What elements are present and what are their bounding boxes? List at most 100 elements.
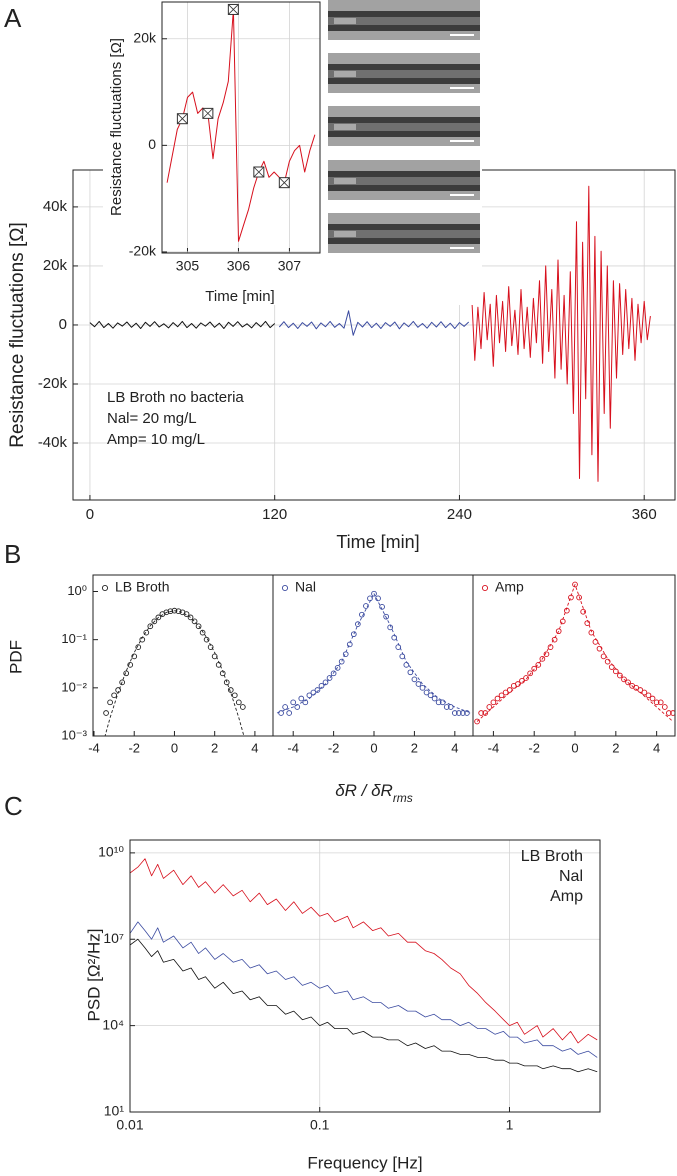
x-tick-label: 2	[411, 740, 418, 755]
y-tick-label: -20k	[129, 243, 157, 259]
data-point	[375, 595, 381, 602]
y-tick-label: -20k	[38, 375, 68, 392]
data-point	[539, 655, 546, 662]
plot-frame	[472, 574, 676, 737]
data-point	[653, 699, 660, 706]
data-point	[527, 670, 533, 677]
data-point	[621, 676, 627, 683]
data-point	[419, 684, 426, 691]
data-point	[147, 623, 154, 630]
data-point	[443, 704, 450, 710]
x-tick-label: 4	[451, 740, 458, 755]
x-tick-label: 120	[262, 506, 287, 523]
x-axis-label: Frequency [Hz]	[307, 1153, 422, 1172]
data-point	[555, 628, 562, 635]
legend-label: Nal	[295, 579, 316, 595]
x-tick-label: 0	[571, 740, 578, 755]
data-line	[130, 858, 598, 1044]
data-point	[359, 611, 365, 618]
data-point	[657, 699, 664, 706]
data-point	[195, 623, 202, 630]
x-tick-label: 4	[251, 740, 258, 755]
data-point	[235, 699, 242, 706]
data-point	[439, 699, 446, 706]
data-point	[203, 636, 210, 643]
legend-label: Amp	[495, 579, 524, 595]
data-point	[191, 618, 198, 625]
x-tick-label: 2	[211, 740, 218, 755]
data-point	[338, 658, 345, 665]
x-tick-label: 4	[653, 740, 660, 755]
data-point	[523, 675, 529, 681]
x-tick-label: 0	[86, 506, 94, 523]
data-point	[580, 608, 587, 615]
y-axis-label: Resistance fluctuations [Ω]	[108, 38, 125, 216]
x-tick-label: 0.1	[310, 1117, 330, 1133]
data-point	[559, 618, 566, 625]
marker-cross	[177, 113, 188, 124]
data-point	[326, 675, 333, 681]
data-point	[531, 665, 538, 672]
data-point	[641, 689, 648, 696]
data-point	[584, 620, 591, 627]
data-point	[486, 704, 493, 710]
y-tick-label: 10⁻²	[61, 679, 87, 694]
data-point	[596, 645, 603, 652]
y-tick-label: 10⁻¹	[61, 631, 87, 646]
data-point	[354, 621, 361, 627]
legend-marker	[281, 584, 289, 592]
x-tick-label: 305	[176, 258, 200, 274]
plot-background	[93, 575, 273, 736]
data-point	[431, 695, 438, 702]
data-point	[363, 603, 369, 609]
data-point	[666, 710, 672, 716]
x-tick-label: 240	[447, 506, 472, 523]
data-point	[572, 581, 578, 588]
panel-label: B	[4, 539, 21, 569]
data-point	[342, 651, 349, 658]
data-point	[576, 594, 582, 601]
data-point	[219, 670, 226, 677]
data-point	[223, 679, 230, 686]
data-point	[490, 699, 497, 706]
data-point	[447, 704, 454, 710]
y-axis-label: Resistance fluctuations [Ω]	[7, 222, 28, 447]
y-tick-label: 0	[148, 136, 156, 152]
data-point	[564, 607, 570, 614]
data-point	[115, 687, 121, 693]
y-tick-label: 20k	[133, 29, 157, 45]
data-point	[415, 681, 422, 687]
data-point	[350, 631, 357, 638]
data-point	[199, 629, 206, 636]
data-point	[395, 644, 402, 650]
data-point	[519, 677, 525, 684]
plot-frame	[161, 1, 321, 254]
data-point	[371, 590, 377, 597]
data-line	[130, 921, 598, 1058]
data-line	[278, 310, 470, 336]
data-line	[166, 9, 316, 242]
data-point	[387, 624, 394, 631]
data-point	[175, 608, 182, 615]
data-point	[612, 668, 619, 675]
x-tick-label: 360	[632, 506, 657, 523]
data-point	[427, 692, 434, 699]
legend-label: Nal= 20 mg/L	[107, 410, 197, 427]
data-point	[282, 704, 288, 710]
data-point	[314, 687, 321, 693]
marker-cross	[202, 108, 214, 119]
x-axis-label-main: δR / δR	[335, 781, 393, 800]
plot-frame	[129, 839, 601, 1113]
x-axis-label: Time [min]	[336, 532, 419, 552]
data-point	[139, 636, 146, 643]
legend-label: Amp= 10 mg/L	[107, 431, 205, 448]
y-tick-label: 10⁷	[103, 930, 124, 946]
legend-label: LB Broth	[521, 848, 583, 865]
data-point	[494, 695, 501, 702]
data-point	[407, 669, 414, 676]
data-point	[231, 692, 238, 699]
data-point	[543, 651, 550, 658]
data-point	[367, 595, 373, 602]
data-point	[625, 679, 631, 686]
